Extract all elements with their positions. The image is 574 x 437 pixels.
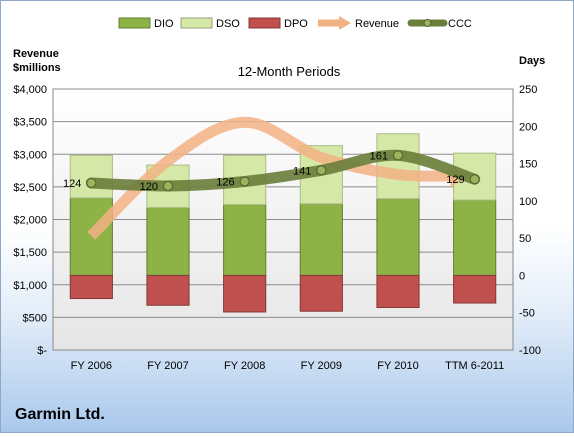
legend-label-revenue: Revenue [355,18,399,30]
ccc-data-label: 120 [140,181,158,193]
right-axis-tick-label: 150 [519,159,537,171]
left-axis-tick-label: $- [37,345,47,357]
ccc-point [469,174,480,185]
ccc-data-label: 129 [446,174,464,186]
ccc-point [239,176,250,187]
legend-label-dio: DIO [154,18,174,30]
left-axis-tick-label: $1,000 [13,280,47,292]
bar-dio [223,204,267,276]
legend-swatch-ccc-dot [423,19,432,27]
left-axis-tick-label: $1,500 [13,247,47,259]
revenue-line [87,116,455,240]
x-axis-tick-label: FY 2009 [301,360,342,372]
legend-label-ccc: CCC [448,18,472,30]
x-axis-tick-label: FY 2007 [147,360,188,372]
ccc-data-label: 141 [293,165,311,177]
bar-dio [453,199,497,276]
company-name: Garmin Ltd. [15,406,105,423]
ccc-data-label: 126 [216,176,234,188]
x-axis-tick-label: FY 2010 [377,360,418,372]
left-axis-tick-label: $500 [23,312,47,324]
bar-dso [69,154,113,199]
ccc-data-label: 124 [63,178,81,190]
right-axis-tick-label: 250 [519,84,537,96]
bar-dpo [453,274,497,304]
right-axis-tick-label: -100 [519,345,541,357]
legend: DIO DSO DPO Revenue CCC [118,16,472,30]
right-axis-label: Days [519,55,545,67]
right-axis-tick-label: 50 [519,233,531,245]
x-axis-tick-label: FY 2006 [71,360,112,372]
legend-label-dpo: DPO [284,18,308,30]
left-axis-tick-label: $3,500 [13,117,47,129]
left-axis-tick-label: $4,000 [13,84,47,96]
left-axis-tick-label: $3,000 [13,149,47,161]
right-axis-tick-label: 0 [519,270,525,282]
bar-dso [376,133,420,200]
ccc-point [316,165,327,176]
left-axis-tick-label: $2,500 [13,182,47,194]
legend-label-dso: DSO [216,18,240,30]
ccc-point [393,150,403,161]
right-axis-tick-label: 200 [519,121,537,133]
legend-swatch-dpo [248,17,281,29]
bar-dpo [146,274,190,306]
legend-swatch-dio [118,17,151,29]
bar-dpo [69,274,113,300]
left-axis-label-line1: Revenue [13,48,59,60]
right-axis-tick-label: -50 [519,308,535,320]
bar-dpo [223,274,267,313]
x-axis-tick-label: TTM 6-2011 [445,360,504,372]
ccc-point [163,180,173,191]
bar-dpo [376,274,420,308]
bar-dio [69,197,113,276]
bar-dio [146,207,190,276]
left-axis-label-line2: $millions [13,62,61,74]
chart-title: 12-Month Periods [238,64,341,79]
ccc-data-label: 161 [370,150,388,162]
ccc-line [85,149,481,192]
bar-dio [299,203,343,276]
x-axis-tick-label: FY 2008 [224,360,265,372]
legend-swatch-revenue-head [339,16,351,30]
legend-swatch-dso [180,17,213,29]
ccc-point [86,177,97,188]
right-axis-tick-label: 100 [519,196,537,208]
bar-dio [376,198,420,276]
bar-dpo [299,274,343,312]
left-axis-tick-label: $2,000 [13,215,47,227]
